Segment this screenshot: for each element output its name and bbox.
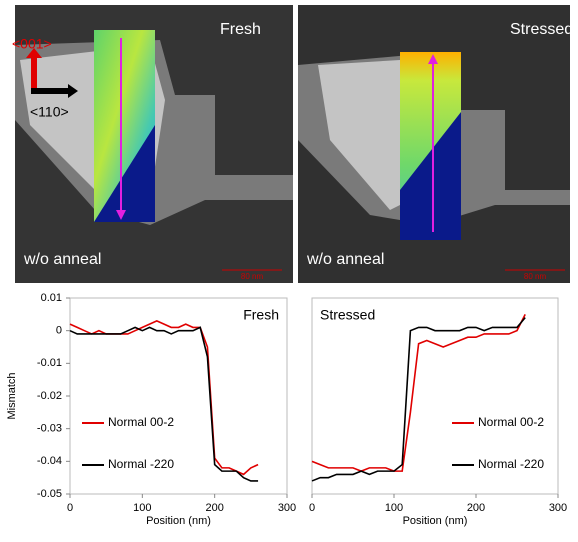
panel-annotation: Fresh <box>243 307 279 323</box>
plot-frame <box>311 297 559 495</box>
y-tick-label: -0.02 <box>37 390 62 402</box>
y-tick-label: -0.04 <box>37 455 62 467</box>
x-tick-label: 0 <box>309 502 315 514</box>
y-tick-label: -0.05 <box>37 488 62 500</box>
x-tick-label: 100 <box>385 502 403 514</box>
micrograph-stressed: Stressed w/o anneal 80 nm <box>298 5 573 283</box>
x-tick-label: 200 <box>467 502 485 514</box>
x-tick-label: 300 <box>549 502 567 514</box>
x-tick-label: 300 <box>278 502 296 514</box>
x-tick-label: 0 <box>67 502 73 514</box>
x-tick-label: 100 <box>133 502 151 514</box>
axis-label: <110> <box>30 104 69 120</box>
axis-label: <001> <box>12 36 52 52</box>
condition-label: w/o anneal <box>306 251 384 268</box>
series-line <box>311 313 526 472</box>
legend-label: Normal -220 <box>478 457 544 471</box>
scale-bar-label: 80 nm <box>241 272 264 281</box>
x-axis-label: Position (nm) <box>146 515 211 527</box>
legend-label: Normal 00-2 <box>108 415 174 429</box>
condition-label: w/o anneal <box>23 251 101 268</box>
x-tick-label: 200 <box>205 502 223 514</box>
series-line <box>69 326 259 482</box>
image-label: Fresh <box>220 21 261 38</box>
y-tick-label: 0 <box>56 325 62 337</box>
legend-label: Normal 00-2 <box>478 415 544 429</box>
y-tick-label: -0.03 <box>37 423 62 435</box>
y-axis-label: Mismatch <box>6 372 18 419</box>
image-label: Stressed <box>510 21 573 38</box>
series-line <box>69 319 259 476</box>
series-line <box>311 317 526 482</box>
micrograph-fresh: Fresh w/o anneal 80 nm <001> <110> <box>12 5 293 283</box>
panel-annotation: Stressed <box>320 307 375 323</box>
y-tick-label: -0.01 <box>37 357 62 369</box>
scale-bar-label: 80 nm <box>524 272 547 281</box>
y-tick-label: 0.01 <box>41 292 62 304</box>
x-axis-label: Position (nm) <box>403 515 468 527</box>
legend-label: Normal -220 <box>108 457 174 471</box>
